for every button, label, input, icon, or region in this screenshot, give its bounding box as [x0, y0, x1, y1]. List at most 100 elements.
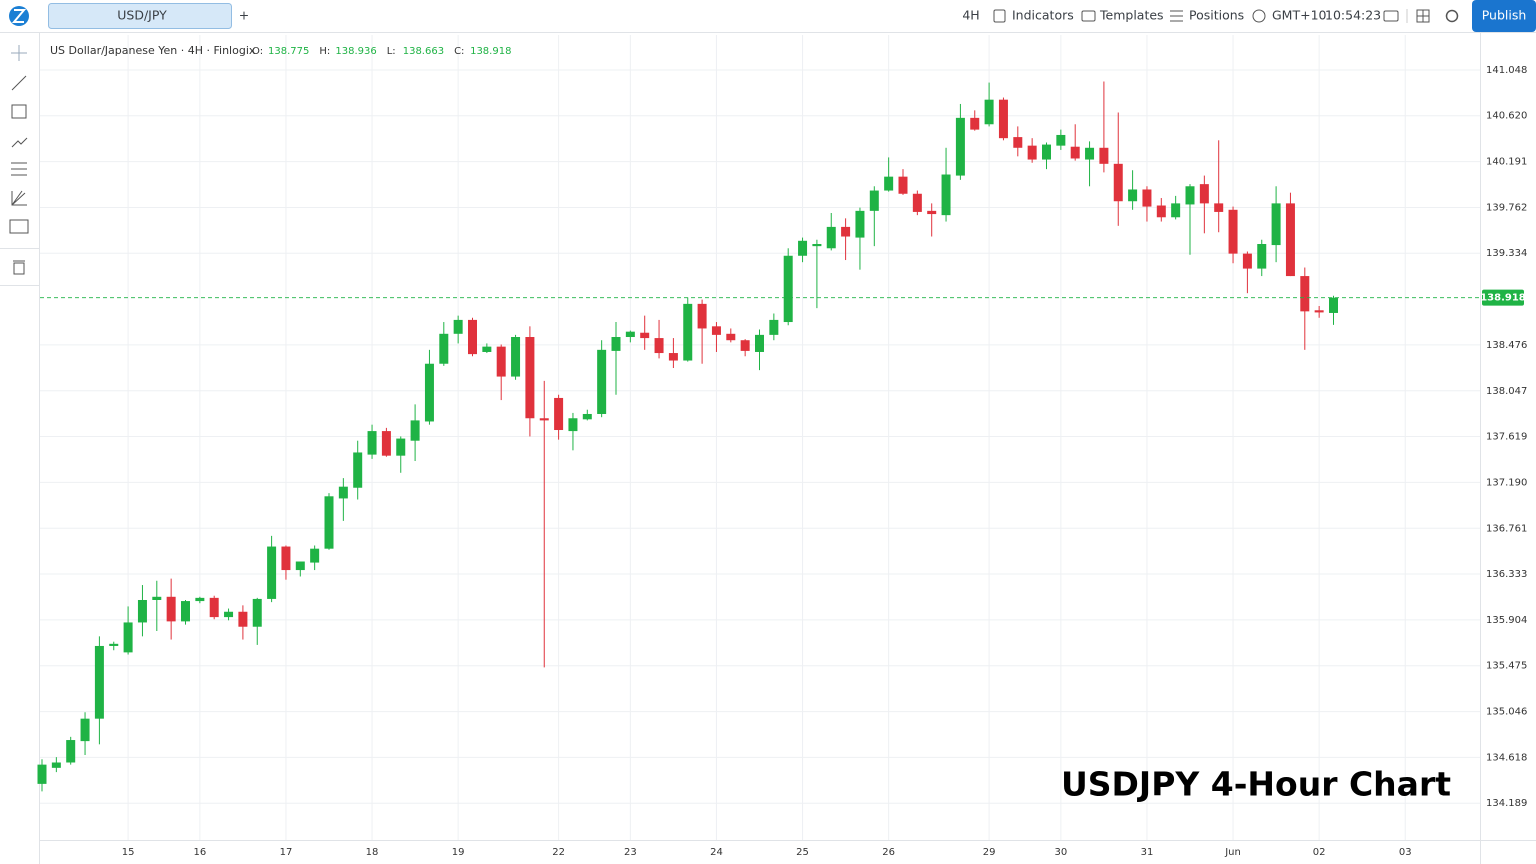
y-tick-label: 141.048 [1486, 65, 1527, 76]
publish-button[interactable] [1472, 0, 1536, 32]
clock: 10:54:23 [1325, 8, 1381, 23]
gann-tool[interactable] [11, 190, 27, 206]
candle-body [554, 397, 564, 431]
candle-body [482, 346, 492, 352]
positions-button[interactable]: Positions [1189, 8, 1244, 23]
left-toolbar [9, 45, 29, 275]
candle-body [453, 319, 463, 334]
ohlc-value: 138.918 [470, 46, 511, 57]
candle-body [1300, 276, 1310, 312]
templates-button[interactable]: Templates [1099, 8, 1164, 23]
snapshot-icon[interactable] [1383, 10, 1399, 22]
y-tick-label: 135.046 [1486, 707, 1527, 718]
candle-body [252, 598, 262, 627]
candle-body [224, 611, 234, 618]
y-tick-label: 134.618 [1486, 752, 1527, 763]
x-tick-label: 26 [882, 847, 895, 858]
ohlc-label: L: [387, 46, 396, 57]
ohlc-legend: O: 138.775 H: 138.936 L: 138.663 C: 138.918 [252, 46, 511, 57]
candle-body [37, 764, 47, 784]
layout-icon-lines [1417, 10, 1429, 22]
symbol-tab[interactable] [48, 3, 232, 29]
candle-body [1257, 244, 1267, 269]
interval[interactable]: 4H [962, 8, 979, 23]
candle-body [927, 210, 937, 215]
candle-body [367, 431, 377, 455]
candle-body [812, 244, 822, 247]
candle-body [1214, 203, 1224, 212]
candle-body [697, 303, 707, 329]
x-tick-label: 19 [452, 847, 465, 858]
y-tick-label: 135.904 [1486, 615, 1527, 626]
x-tick-label: 03 [1399, 847, 1412, 858]
candle-body [94, 645, 104, 719]
symbol-tab-label: USD/JPY [117, 8, 167, 23]
candle-body [1329, 297, 1338, 313]
candle-body [468, 319, 477, 355]
candle-body [381, 431, 391, 456]
candle-body [654, 338, 664, 354]
candle-body [1156, 205, 1166, 218]
add-tab[interactable]: + [239, 8, 249, 23]
candle-body [267, 546, 277, 599]
candle-body [1128, 189, 1138, 202]
candles: 138.918 [37, 81, 1526, 792]
x-tick-label: 18 [366, 847, 379, 858]
rectangle-tool[interactable] [11, 104, 27, 119]
delete-tool[interactable] [13, 260, 25, 275]
timezone[interactable]: GMT+10 [1272, 8, 1327, 23]
candle-body [826, 226, 836, 249]
candle-body [123, 622, 133, 653]
x-tick-label: 31 [1141, 847, 1154, 858]
candle-body [726, 333, 736, 341]
text-tool[interactable] [9, 219, 29, 234]
candle-body [625, 331, 635, 338]
candle-body [869, 190, 879, 211]
line-tool[interactable] [11, 75, 27, 91]
ohlc-label: H: [319, 46, 330, 57]
candle-body [66, 740, 76, 763]
candle-body [1042, 144, 1051, 160]
x-tick-label: 23 [624, 847, 637, 858]
candle-body [884, 176, 894, 191]
candle-body [353, 452, 363, 488]
candle-body [1314, 310, 1324, 313]
candle-body [941, 174, 951, 216]
candle-body [396, 438, 406, 456]
candle-body [152, 596, 162, 600]
y-tick-label: 137.619 [1486, 432, 1527, 443]
candle-body [798, 240, 808, 256]
x-tick-label: 22 [552, 847, 565, 858]
y-tick-label: 140.620 [1486, 111, 1527, 122]
x-tick-label: 29 [983, 847, 996, 858]
x-tick-label: 24 [710, 847, 723, 858]
candle-body [912, 193, 922, 212]
candle-body [1171, 203, 1181, 218]
x-tick-label: 30 [1054, 847, 1067, 858]
x-tick-label: 16 [193, 847, 206, 858]
candle-body [984, 99, 994, 125]
candle-body [209, 597, 219, 618]
candle-body [1185, 186, 1195, 205]
y-tick-label: 138.476 [1486, 340, 1527, 351]
settings-icon[interactable] [1445, 9, 1459, 23]
candle-body [955, 117, 965, 176]
last-price-label: 138.918 [1480, 293, 1526, 304]
candle-body [998, 99, 1008, 139]
candle-body [281, 546, 291, 571]
crosshair-tool[interactable] [11, 45, 27, 61]
candle-body [1113, 163, 1123, 202]
instrument-label: US Dollar/Japanese Yen · 4H · Finlogix [50, 44, 256, 57]
path-tool[interactable] [11, 137, 28, 148]
x-tick-label: 17 [280, 847, 293, 858]
candle-body [525, 337, 535, 419]
last-price-tag [1482, 289, 1524, 306]
candle-body [137, 599, 147, 623]
candle-body [841, 226, 851, 237]
indicators-button[interactable]: Indicators [1012, 8, 1074, 23]
candle-body [195, 597, 205, 602]
fib-tool[interactable] [11, 162, 27, 176]
candle-body [295, 561, 305, 571]
globe-icon [1252, 9, 1266, 23]
